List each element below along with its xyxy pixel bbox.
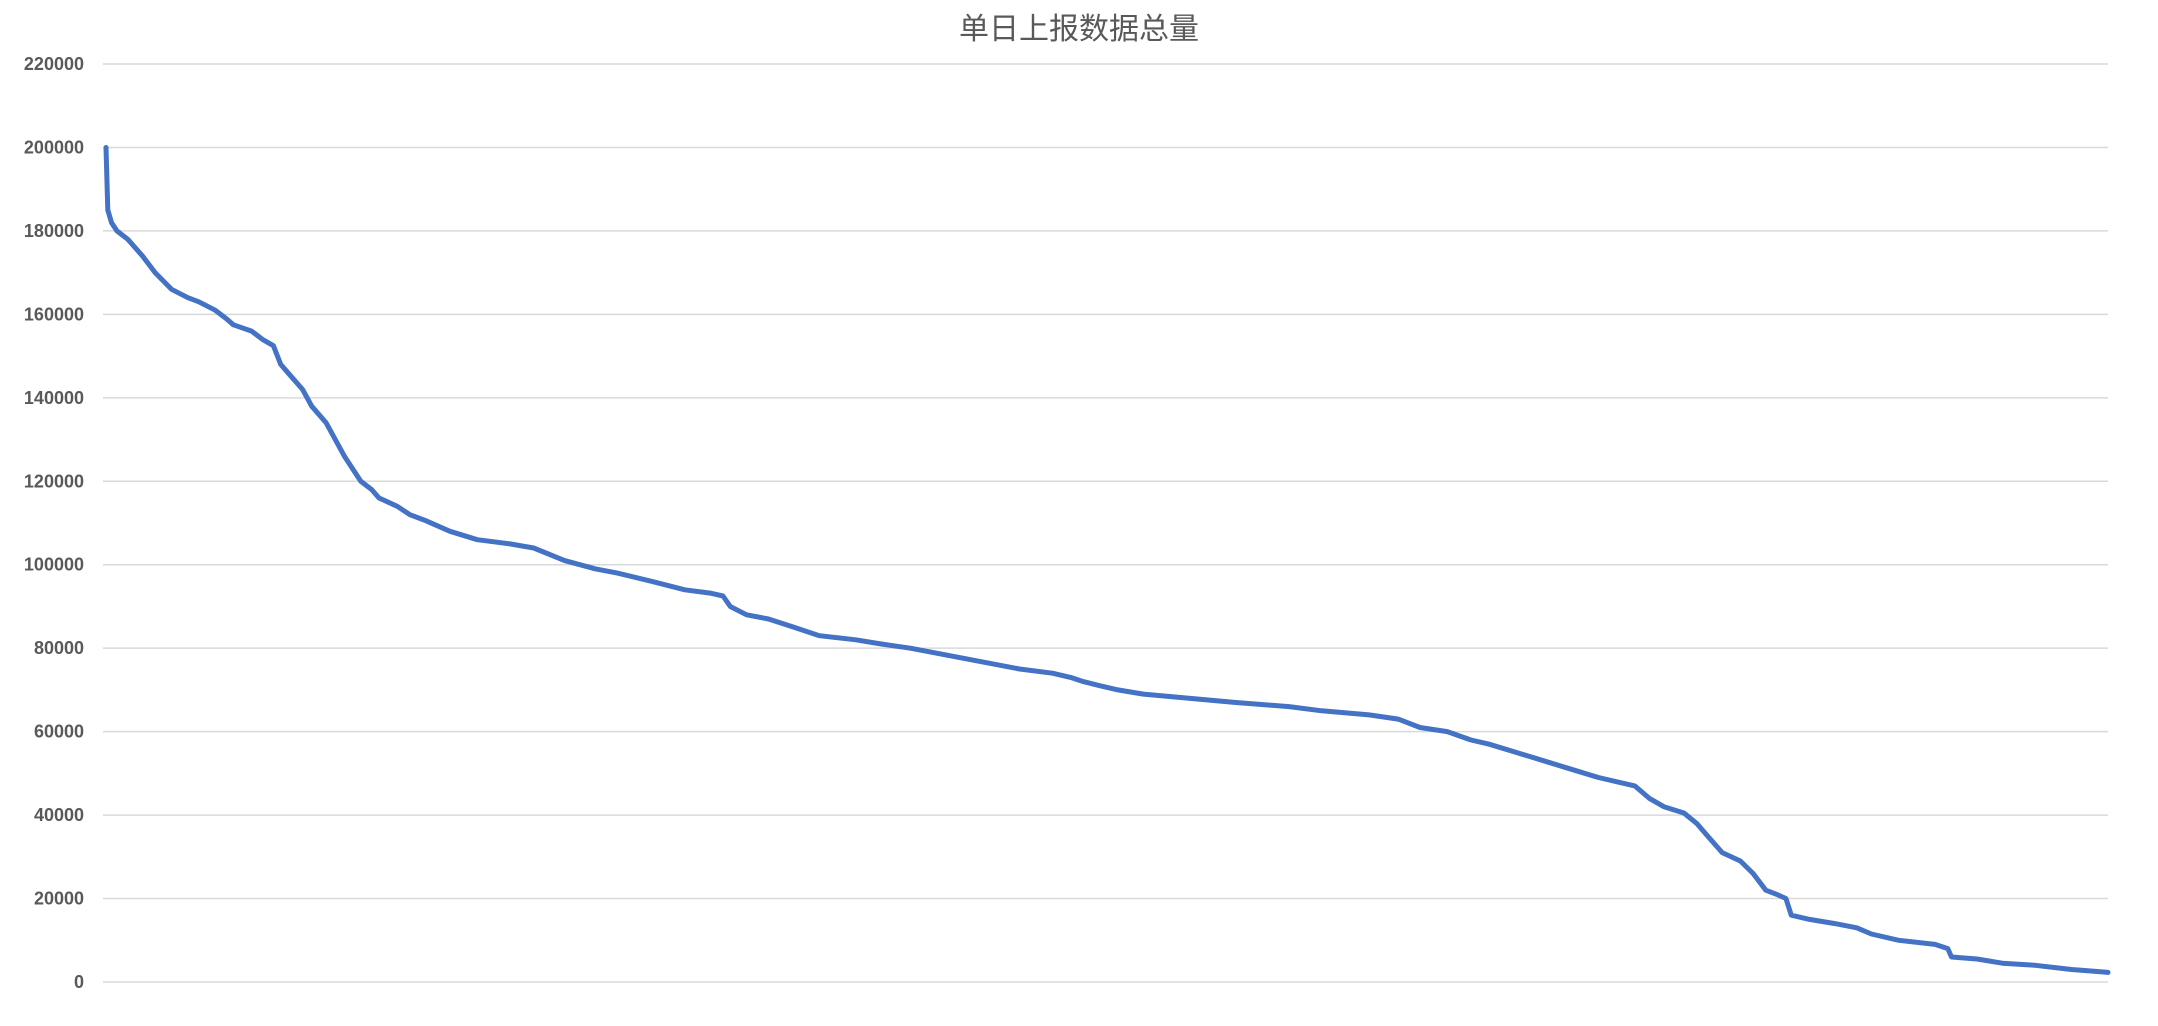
y-tick-label-100000: 100000: [24, 555, 84, 575]
y-tick-label-180000: 180000: [24, 221, 84, 241]
y-tick-label-60000: 60000: [34, 722, 84, 742]
y-tick-label-0: 0: [74, 972, 84, 992]
y-tick-label-20000: 20000: [34, 889, 84, 909]
y-tick-label-80000: 80000: [34, 638, 84, 658]
y-tick-label-220000: 220000: [24, 54, 84, 74]
y-tick-label-40000: 40000: [34, 805, 84, 825]
y-tick-label-200000: 200000: [24, 137, 84, 157]
y-tick-label-140000: 140000: [24, 388, 84, 408]
y-tick-label-120000: 120000: [24, 471, 84, 491]
y-tick-label-160000: 160000: [24, 304, 84, 324]
series-line-0: [106, 148, 2108, 973]
